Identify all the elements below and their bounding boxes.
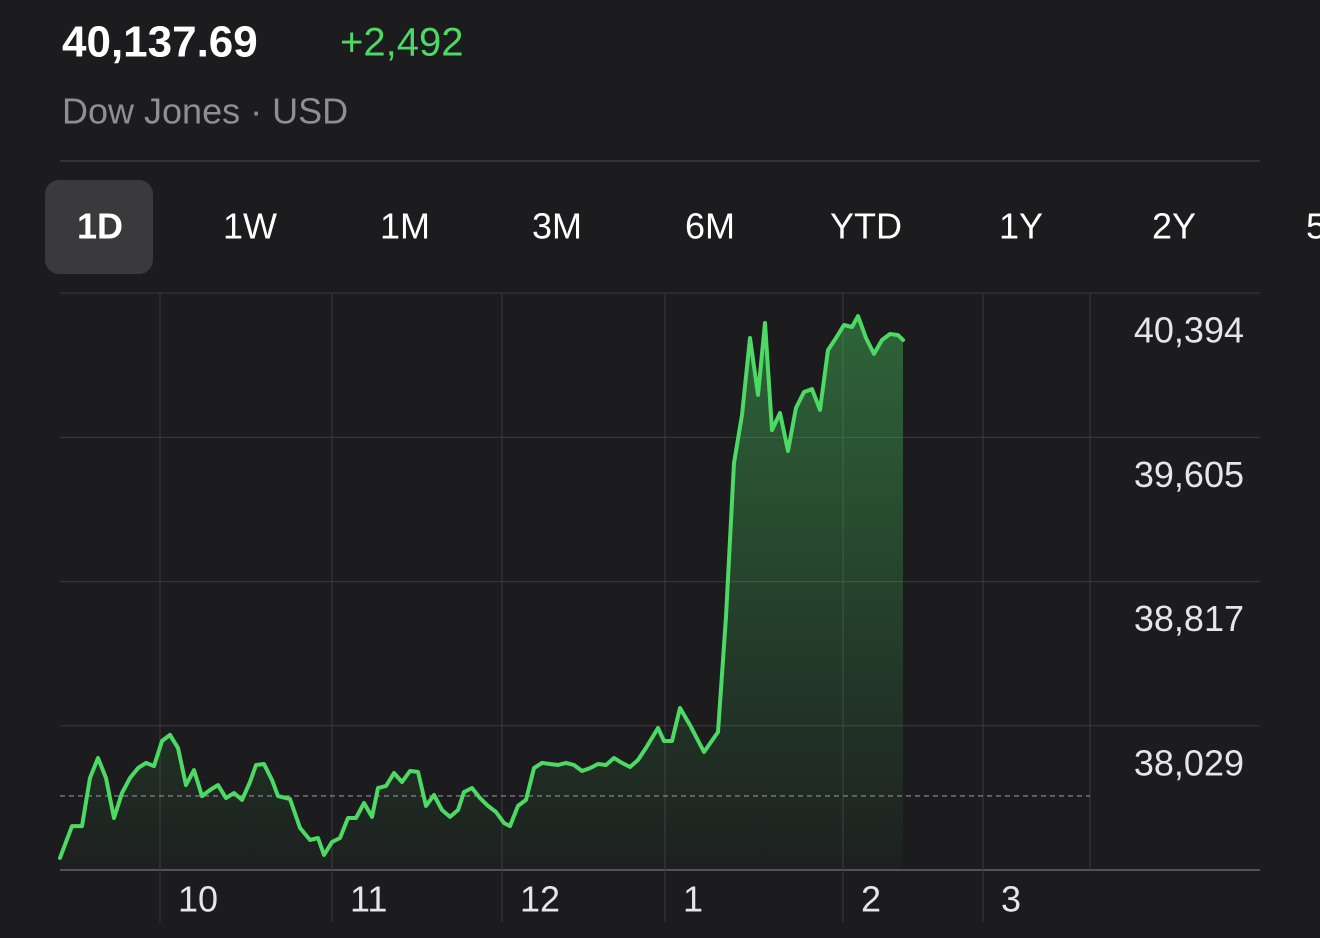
tab[interactable]: 2Y [1152, 206, 1196, 247]
y-tick-label: 39,605 [1134, 454, 1244, 495]
price-line [58, 314, 905, 860]
tab[interactable]: 1D [77, 206, 123, 247]
x-tick-label: 1 [683, 879, 703, 920]
tab[interactable]: 6M [685, 206, 735, 247]
y-tick-label: 38,817 [1134, 598, 1244, 639]
subtitle: Dow Jones · USD [62, 91, 348, 132]
change: +2,492 [340, 21, 463, 65]
y-tick-label: 40,394 [1134, 310, 1244, 351]
tabs: 1D 1W 1M 3M 6M YTD 1Y 2Y 5Y [45, 180, 1320, 274]
x-tick-label: 12 [520, 879, 560, 920]
x-tick-label: 10 [178, 879, 218, 920]
tab[interactable]: 1M [380, 206, 430, 247]
price: 40,137.69 [62, 18, 258, 67]
tab[interactable]: 5Y [1306, 206, 1320, 247]
tab[interactable]: 3M [532, 206, 582, 247]
tab[interactable]: 1Y [999, 206, 1043, 247]
tab[interactable]: 1W [223, 206, 277, 247]
x-tick-label: 3 [1001, 879, 1021, 920]
x-tick-label: 11 [350, 879, 387, 920]
tab-selected-bg [45, 180, 153, 274]
y-tick-label: 38,029 [1134, 742, 1244, 783]
tab[interactable]: YTD [830, 206, 902, 247]
x-tick-label: 2 [861, 879, 881, 920]
